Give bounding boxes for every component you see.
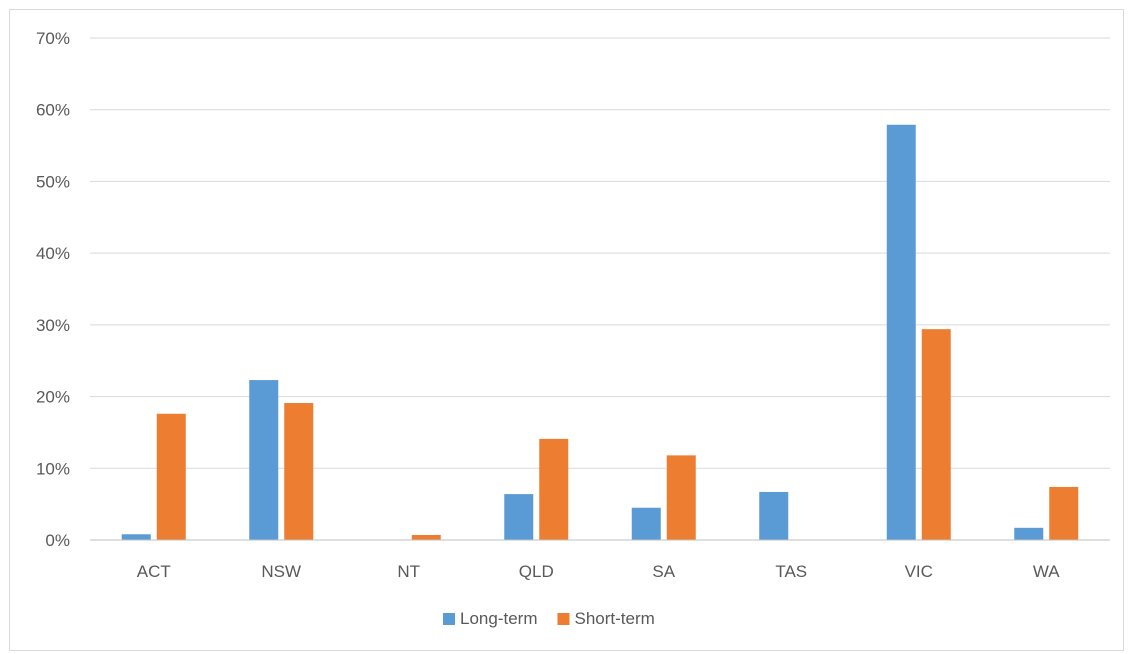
bar-long-term-sa xyxy=(631,507,661,540)
bar-short-term-vic xyxy=(921,329,951,540)
bar-short-term-qld xyxy=(539,438,569,540)
x-tick-label: QLD xyxy=(519,562,554,581)
bar-short-term-nt xyxy=(411,534,441,540)
legend-label: Short-term xyxy=(574,609,654,628)
x-tick-label: NSW xyxy=(261,562,301,581)
y-tick-label: 20% xyxy=(36,388,70,407)
x-tick-label: NT xyxy=(397,562,420,581)
bar-long-term-nsw xyxy=(249,380,279,540)
legend-swatch xyxy=(557,613,570,625)
x-axis: ACT NSW NT QLD SA TAS VIC WA xyxy=(90,539,1110,581)
x-tick-label: VIC xyxy=(905,562,933,581)
gridlines xyxy=(90,37,1110,469)
bar-long-term-qld xyxy=(504,494,534,540)
bar-long-term-vic xyxy=(886,124,916,540)
y-tick-label: 50% xyxy=(36,172,70,191)
bar-short-term-act xyxy=(156,413,186,540)
legend-label: Long-term xyxy=(460,609,537,628)
y-tick-label: 0% xyxy=(45,531,70,550)
y-axis: 0% 10% 20% 30% 40% 50% 60% 70% xyxy=(36,29,70,550)
y-tick-label: 10% xyxy=(36,459,70,478)
x-tick-label: ACT xyxy=(137,562,171,581)
bar-long-term-tas xyxy=(759,491,789,540)
y-tick-label: 30% xyxy=(36,316,70,335)
bar-long-term-act xyxy=(121,534,151,540)
y-tick-label: 40% xyxy=(36,244,70,263)
x-tick-label: WA xyxy=(1033,562,1060,581)
legend-swatch xyxy=(443,613,455,625)
bar-short-term-wa xyxy=(1049,486,1079,540)
legend: Long-term Short-term xyxy=(443,609,655,628)
bar-short-term-nsw xyxy=(284,403,314,540)
bar-short-term-sa xyxy=(666,455,696,540)
x-tick-label: SA xyxy=(652,562,675,581)
y-tick-label: 70% xyxy=(36,29,70,48)
bar-long-term-wa xyxy=(1014,527,1044,540)
y-tick-label: 60% xyxy=(36,101,70,120)
bars xyxy=(121,124,1079,540)
x-tick-label: TAS xyxy=(775,562,807,581)
